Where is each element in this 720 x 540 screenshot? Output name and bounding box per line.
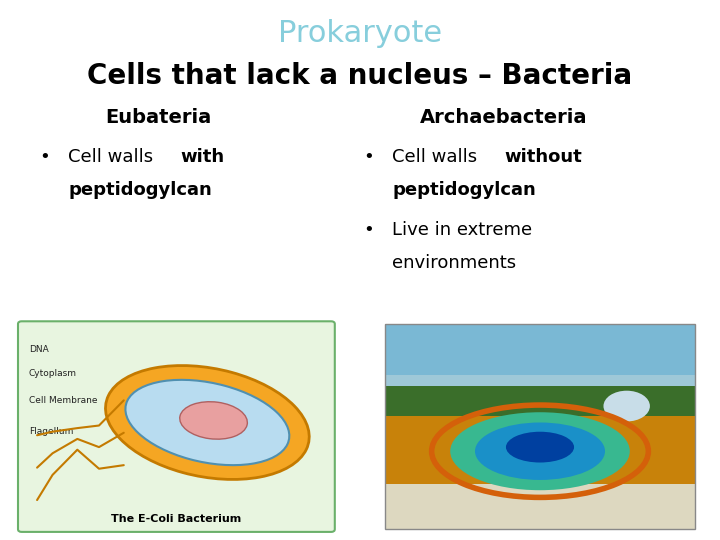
Text: •: • xyxy=(40,148,50,166)
FancyBboxPatch shape xyxy=(385,484,695,529)
Text: peptidogylcan: peptidogylcan xyxy=(68,181,212,199)
FancyBboxPatch shape xyxy=(385,324,695,381)
Ellipse shape xyxy=(506,432,574,462)
Text: Flagellum: Flagellum xyxy=(29,427,73,436)
Ellipse shape xyxy=(180,402,248,439)
Text: •: • xyxy=(364,148,374,166)
Text: Live in extreme: Live in extreme xyxy=(392,221,533,239)
Text: •: • xyxy=(364,221,374,239)
FancyBboxPatch shape xyxy=(385,416,695,488)
Text: Cell walls: Cell walls xyxy=(68,148,159,166)
Text: Cytoplasm: Cytoplasm xyxy=(29,369,77,378)
Text: Cell Membrane: Cell Membrane xyxy=(29,396,97,405)
Ellipse shape xyxy=(603,391,650,421)
Text: peptidogylcan: peptidogylcan xyxy=(392,181,536,199)
Text: Prokaryote: Prokaryote xyxy=(278,19,442,48)
Ellipse shape xyxy=(106,366,309,480)
Text: with: with xyxy=(180,148,224,166)
Text: environments: environments xyxy=(392,254,516,272)
Ellipse shape xyxy=(450,412,630,490)
Text: DNA: DNA xyxy=(29,345,48,354)
Text: Cells that lack a nucleus – Bacteria: Cells that lack a nucleus – Bacteria xyxy=(87,62,633,90)
Text: Archaebacteria: Archaebacteria xyxy=(420,108,588,127)
FancyBboxPatch shape xyxy=(385,386,695,427)
FancyBboxPatch shape xyxy=(385,375,695,396)
Text: The E-Coli Bacterium: The E-Coli Bacterium xyxy=(112,514,241,524)
Text: Eubateria: Eubateria xyxy=(105,108,212,127)
Text: Cell walls: Cell walls xyxy=(392,148,483,166)
FancyBboxPatch shape xyxy=(18,321,335,532)
Ellipse shape xyxy=(125,380,289,465)
Ellipse shape xyxy=(475,422,605,480)
Text: without: without xyxy=(504,148,582,166)
